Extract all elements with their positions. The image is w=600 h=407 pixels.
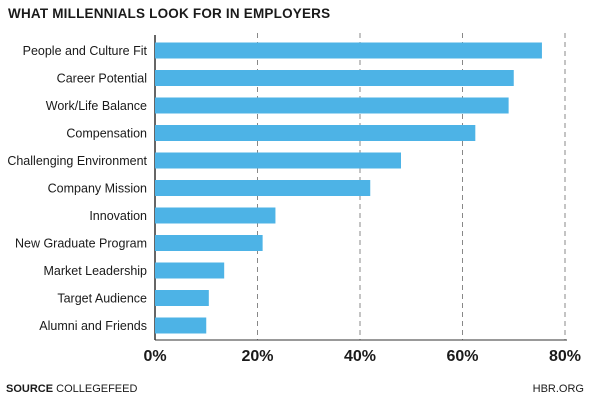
category-label: Career Potential bbox=[57, 72, 147, 86]
x-axis-tick-labels: 0% 20% 40% 60% 80% bbox=[143, 348, 581, 365]
bars bbox=[155, 42, 542, 334]
category-label: New Graduate Program bbox=[15, 237, 147, 251]
x-tick-label: 60% bbox=[446, 348, 478, 365]
category-label: Compensation bbox=[66, 127, 147, 141]
bar-4 bbox=[155, 152, 401, 169]
footer-credit: HBR.ORG bbox=[532, 383, 584, 395]
category-label: Innovation bbox=[89, 209, 147, 223]
x-tick-label: 80% bbox=[549, 348, 581, 365]
source-value: COLLEGEFEED bbox=[56, 383, 138, 395]
category-label: Challenging Environment bbox=[7, 154, 147, 168]
bar-7 bbox=[155, 235, 263, 251]
x-tick-label: 20% bbox=[241, 348, 273, 365]
bar-10 bbox=[155, 317, 207, 334]
bar-9 bbox=[155, 290, 209, 306]
category-labels: People and Culture Fit Career Potential Wo… bbox=[7, 44, 147, 333]
category-label: Company Mission bbox=[48, 182, 147, 196]
bar-3 bbox=[155, 125, 476, 141]
bar-6 bbox=[155, 207, 276, 224]
category-label: People and Culture Fit bbox=[23, 44, 148, 58]
bar-2 bbox=[155, 97, 509, 114]
chart-title: WHAT MILLENNIALS LOOK FOR IN EMPLOYERS bbox=[8, 6, 331, 21]
footer-source: SOURCE COLLEGEFEED bbox=[6, 383, 137, 395]
bar-1 bbox=[155, 70, 514, 86]
category-label: Market Leadership bbox=[43, 264, 147, 278]
bar-0 bbox=[155, 42, 542, 59]
category-label: Work/Life Balance bbox=[46, 99, 147, 113]
source-label: SOURCE bbox=[6, 383, 54, 395]
bar-8 bbox=[155, 262, 225, 279]
category-label: Alumni and Friends bbox=[39, 319, 147, 333]
x-tick-label: 40% bbox=[344, 348, 376, 365]
bar-5 bbox=[155, 180, 371, 196]
x-tick-label: 0% bbox=[143, 348, 166, 365]
category-label: Target Audience bbox=[57, 292, 147, 306]
